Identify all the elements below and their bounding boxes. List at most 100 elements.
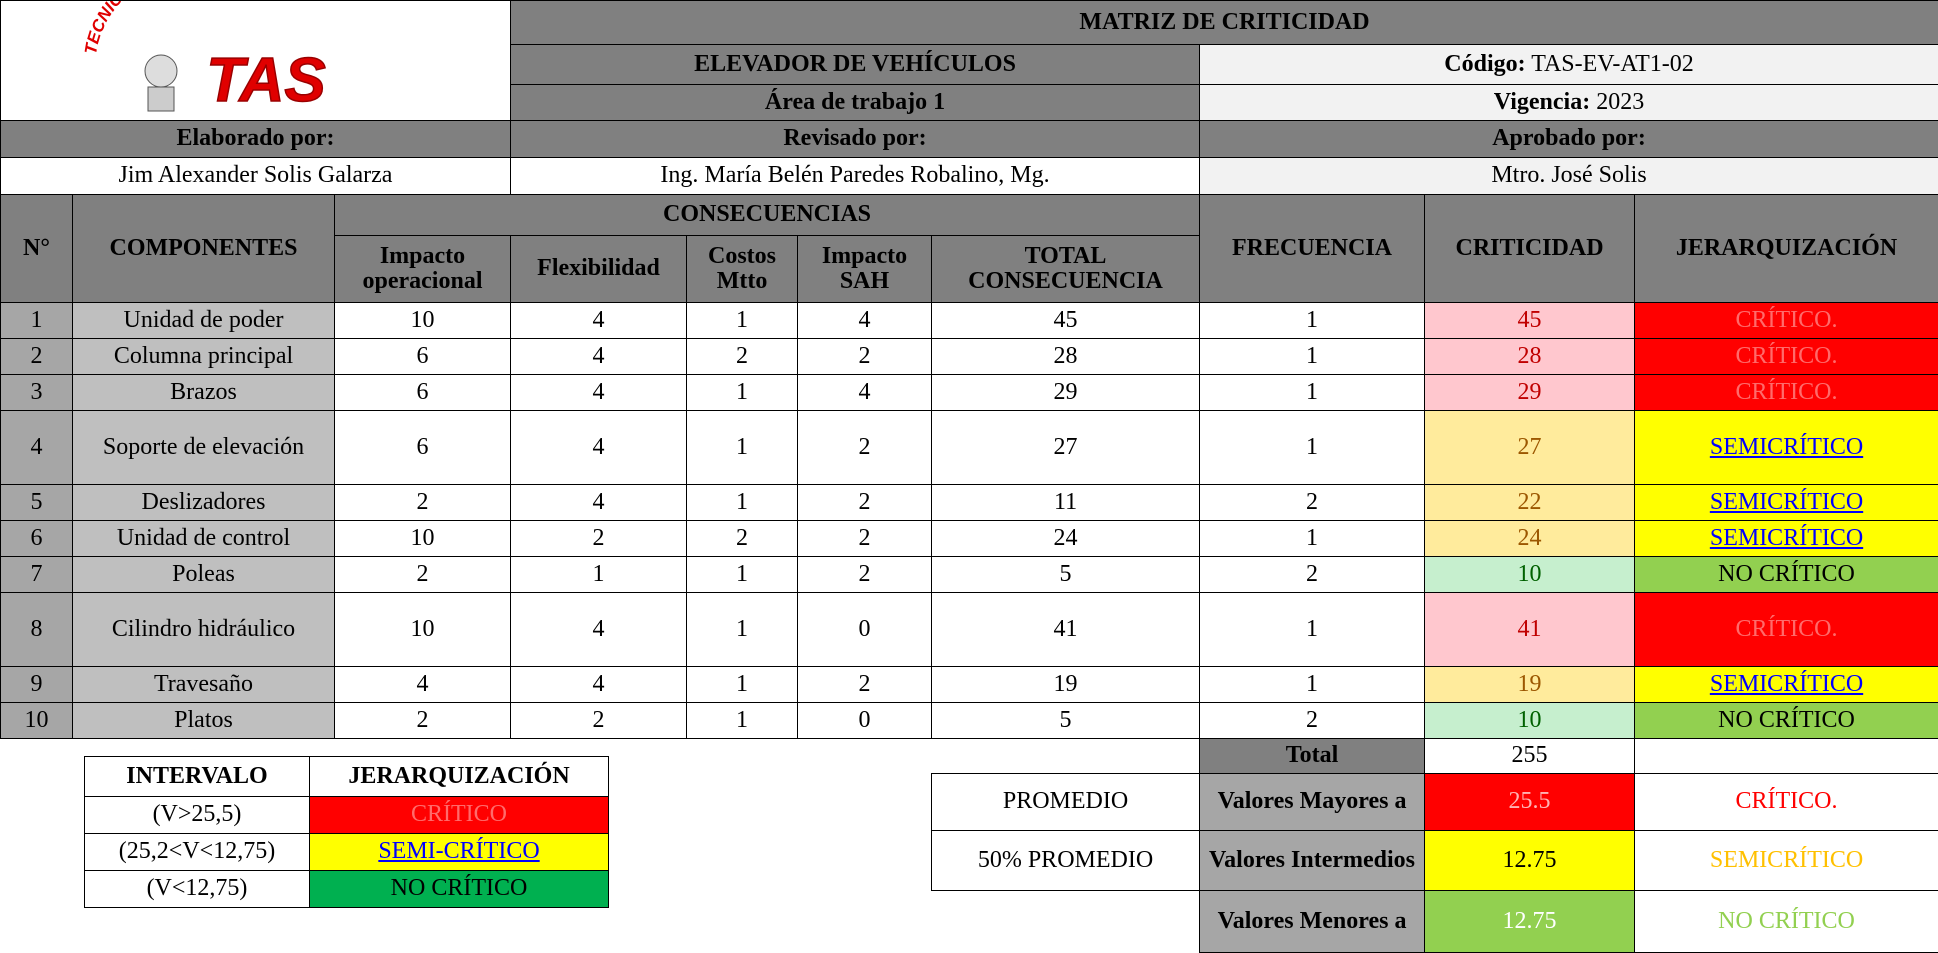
row-number: 5	[1, 485, 73, 521]
summary-ranking: NO CRÍTICO	[1635, 891, 1938, 953]
summary-ranking: CRÍTICO.	[1635, 774, 1938, 831]
maintenance-cost: 1	[687, 667, 798, 703]
impact-operational: 2	[335, 703, 511, 739]
maintenance-cost: 1	[687, 703, 798, 739]
total-consequence: 24	[932, 521, 1200, 557]
maintenance-cost: 1	[687, 411, 798, 485]
maintenance-cost: 1	[687, 303, 798, 339]
legend-ranking: CRÍTICO	[310, 797, 609, 834]
ranking: NO CRÍTICO	[1635, 703, 1938, 739]
total-consequence: 5	[932, 703, 1200, 739]
code-value: TAS-EV-AT1-02	[1531, 51, 1694, 77]
component: Soporte de elevación	[73, 411, 335, 485]
summary-range: Valores Mayores a	[1200, 774, 1425, 831]
summary-range: Valores Menores a	[1200, 891, 1425, 953]
summary-label: 50% PROMEDIO	[932, 831, 1200, 891]
component: Brazos	[73, 375, 335, 411]
row-number: 7	[1, 557, 73, 593]
ranking: SEMICRÍTICO	[1635, 667, 1938, 703]
frequency: 1	[1200, 667, 1425, 703]
component: Travesaño	[73, 667, 335, 703]
table-row: Elaborado por:Revisado por:Aprobado por:	[1, 121, 1938, 158]
column-header: COMPONENTES	[73, 195, 335, 303]
row-number: 9	[1, 667, 73, 703]
ranking: NO CRÍTICO	[1635, 557, 1938, 593]
row-number: 2	[1, 339, 73, 375]
frequency: 2	[1200, 703, 1425, 739]
component: Columna principal	[73, 339, 335, 375]
frequency: 1	[1200, 375, 1425, 411]
column-header: N°	[1, 195, 73, 303]
total-consequence: 41	[932, 593, 1200, 667]
flexibility: 4	[511, 303, 687, 339]
flexibility: 2	[511, 703, 687, 739]
impact-sah: 2	[798, 411, 932, 485]
legend-row: (V<12,75)NO CRÍTICO	[85, 871, 609, 908]
criticality: 45	[1425, 303, 1635, 339]
maintenance-cost: 1	[687, 557, 798, 593]
impact-operational: 6	[335, 339, 511, 375]
legend-row: (25,2<V<12,75)SEMI-CRÍTICO	[85, 834, 609, 871]
impact-operational: 2	[335, 485, 511, 521]
logo-mascot-head	[145, 55, 177, 87]
component: Deslizadores	[73, 485, 335, 521]
maintenance-cost: 1	[687, 485, 798, 521]
column-subheader: Impacto operacional	[335, 236, 511, 303]
column-subheader: Flexibilidad	[511, 236, 687, 303]
reviewed-by: Ing. María Belén Paredes Robalino, Mg.	[511, 158, 1200, 195]
summary-value: 12.75	[1425, 831, 1635, 891]
validity-value: 2023	[1596, 89, 1644, 115]
code: Código: TAS-EV-AT1-02	[1200, 45, 1938, 85]
row-number: 10	[1, 703, 73, 739]
maintenance-cost: 1	[687, 593, 798, 667]
frequency: 1	[1200, 521, 1425, 557]
flexibility: 4	[511, 593, 687, 667]
ranking: SEMICRÍTICO	[1635, 521, 1938, 557]
frequency: 1	[1200, 593, 1425, 667]
criticality: 29	[1425, 375, 1635, 411]
total-label: Total	[1200, 739, 1425, 774]
legend-ranking: SEMI-CRÍTICO	[310, 834, 609, 871]
flexibility: 2	[511, 521, 687, 557]
total-consequence: 5	[932, 557, 1200, 593]
legend-ranking: NO CRÍTICO	[310, 871, 609, 908]
validity-label: Vigencia:	[1494, 89, 1590, 115]
column-subheader: Impacto SAH	[798, 236, 932, 303]
maintenance-cost: 2	[687, 339, 798, 375]
logo: TECNICENTRO AUTOMOTRIZ SOLISTAS	[56, 1, 456, 113]
legend-header: JERARQUIZACIÓN	[310, 757, 609, 797]
flexibility: 4	[511, 339, 687, 375]
summary-range: Valores Intermedios	[1200, 831, 1425, 891]
flexibility: 4	[511, 411, 687, 485]
criticality: 27	[1425, 411, 1635, 485]
frequency: 2	[1200, 557, 1425, 593]
ranking: CRÍTICO.	[1635, 375, 1938, 411]
legend-interval: (V>25,5)	[85, 797, 310, 834]
criticality: 10	[1425, 557, 1635, 593]
impact-sah: 4	[798, 303, 932, 339]
ranking: CRÍTICO.	[1635, 303, 1938, 339]
ranking: SEMICRÍTICO	[1635, 485, 1938, 521]
impact-operational: 6	[335, 375, 511, 411]
impact-sah: 2	[798, 521, 932, 557]
criticality: 41	[1425, 593, 1635, 667]
row-number: 1	[1, 303, 73, 339]
flexibility: 4	[511, 667, 687, 703]
impact-operational: 10	[335, 593, 511, 667]
ranking: SEMICRÍTICO	[1635, 411, 1938, 485]
impact-sah: 2	[798, 557, 932, 593]
column-header: JERARQUIZACIÓN	[1635, 195, 1938, 303]
component: Platos	[73, 703, 335, 739]
table-row: TECNICENTRO AUTOMOTRIZ SOLISTASMATRIZ DE…	[1, 1, 1938, 45]
column-header: FRECUENCIA	[1200, 195, 1425, 303]
maintenance-cost: 1	[687, 375, 798, 411]
